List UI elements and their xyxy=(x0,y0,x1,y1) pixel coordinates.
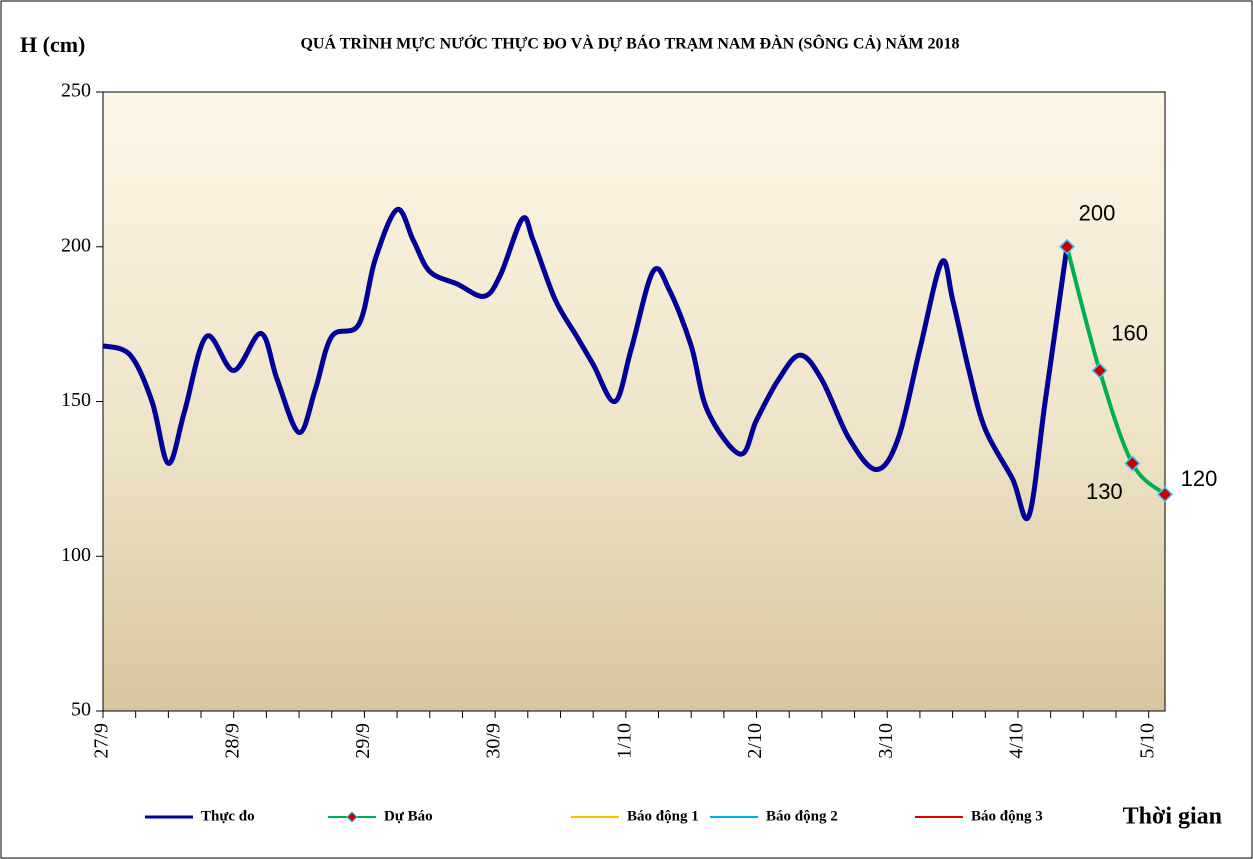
y-tick-label: 100 xyxy=(61,544,91,566)
data-label: 130 xyxy=(1086,479,1123,504)
legend-label: Báo động 3 xyxy=(971,808,1043,824)
x-tick-label: 28/9 xyxy=(221,723,243,759)
data-label: 160 xyxy=(1111,320,1148,345)
y-tick-label: 150 xyxy=(61,389,91,411)
x-tick-label: 5/10 xyxy=(1136,723,1158,759)
x-tick-label: 1/10 xyxy=(613,723,635,759)
marker xyxy=(1124,455,1141,472)
y-tick-label: 50 xyxy=(71,699,91,721)
legend-marker xyxy=(346,811,358,823)
chart-title: QUÁ TRÌNH MỰC NƯỚC THỰC ĐO VÀ DỰ BÁO TRẠ… xyxy=(300,34,959,53)
data-label: 120 xyxy=(1181,466,1218,491)
x-tick-label: 30/9 xyxy=(483,723,505,759)
y-tick-label: 250 xyxy=(61,80,91,102)
x-tick-label: 29/9 xyxy=(352,723,374,759)
x-tick-label: 3/10 xyxy=(875,723,897,759)
x-tick-label: 2/10 xyxy=(744,723,766,759)
legend-label: Báo động 2 xyxy=(766,808,838,824)
x-tick-label: 4/10 xyxy=(1006,723,1028,759)
x-axis-label: Thời gian xyxy=(1123,804,1222,830)
series-line xyxy=(102,207,1070,522)
legend-label: Thực đo xyxy=(201,808,255,824)
y-axis-label: H (cm) xyxy=(20,32,85,57)
marker xyxy=(1091,362,1108,379)
marker xyxy=(1058,238,1076,255)
data-label: 200 xyxy=(1079,201,1116,226)
series-line xyxy=(1065,246,1167,496)
legend-label: Dự Báo xyxy=(384,808,433,824)
x-tick-label: 27/9 xyxy=(91,723,113,759)
marker xyxy=(1156,486,1174,503)
plot-area xyxy=(102,91,1166,712)
legend-label: Báo động 1 xyxy=(627,808,699,824)
y-tick-label: 200 xyxy=(61,234,91,256)
